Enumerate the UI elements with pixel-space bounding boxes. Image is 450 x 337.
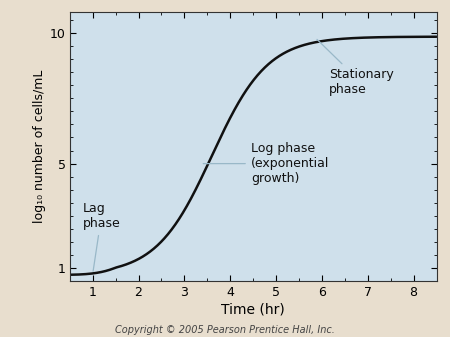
Text: Lag
phase: Lag phase bbox=[83, 202, 120, 271]
Y-axis label: log₁₀ number of cells/mL: log₁₀ number of cells/mL bbox=[32, 70, 45, 223]
Text: Copyright © 2005 Pearson Prentice Hall, Inc.: Copyright © 2005 Pearson Prentice Hall, … bbox=[115, 325, 335, 335]
Text: Log phase
(exponential
growth): Log phase (exponential growth) bbox=[203, 142, 329, 185]
X-axis label: Time (hr): Time (hr) bbox=[221, 303, 285, 317]
Text: Stationary
phase: Stationary phase bbox=[317, 39, 393, 96]
